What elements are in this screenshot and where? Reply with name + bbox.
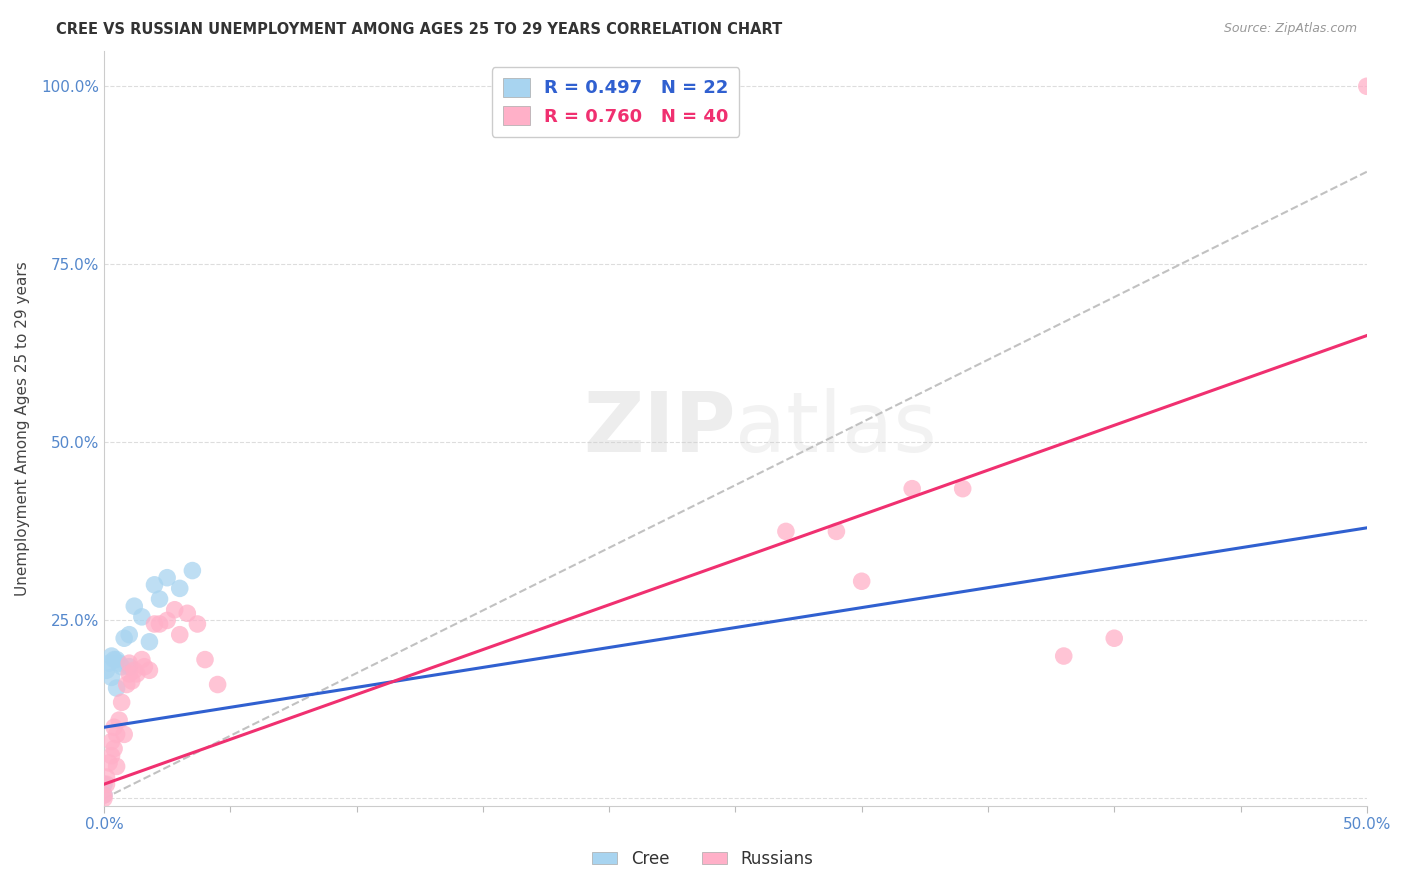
Point — [118, 628, 141, 642]
Point — [112, 632, 135, 646]
Legend: Cree, Russians: Cree, Russians — [586, 844, 820, 875]
Point — [100, 648, 122, 663]
Point — [108, 656, 131, 670]
Point — [825, 524, 848, 539]
Point — [103, 720, 125, 734]
Y-axis label: Unemployment Among Ages 25 to 29 years: Unemployment Among Ages 25 to 29 years — [15, 260, 30, 596]
Point — [148, 617, 170, 632]
Text: atlas: atlas — [735, 388, 938, 468]
Point — [118, 666, 141, 681]
Point — [138, 634, 160, 648]
Point — [121, 673, 143, 688]
Point — [181, 564, 204, 578]
Point — [103, 652, 125, 666]
Point — [901, 482, 924, 496]
Point — [105, 759, 128, 773]
Point — [169, 628, 191, 642]
Text: CREE VS RUSSIAN UNEMPLOYMENT AMONG AGES 25 TO 29 YEARS CORRELATION CHART: CREE VS RUSSIAN UNEMPLOYMENT AMONG AGES … — [56, 22, 783, 37]
Point — [93, 791, 115, 805]
Point — [134, 659, 156, 673]
Point — [851, 574, 873, 589]
Point — [98, 756, 121, 770]
Point — [156, 614, 179, 628]
Point — [138, 663, 160, 677]
Point — [100, 670, 122, 684]
Point — [93, 788, 115, 802]
Point — [207, 677, 229, 691]
Point — [194, 652, 217, 666]
Point — [105, 652, 128, 666]
Point — [131, 652, 153, 666]
Point — [105, 681, 128, 695]
Point — [96, 770, 118, 784]
Text: ZIP: ZIP — [583, 388, 735, 468]
Point — [115, 677, 138, 691]
Point — [131, 610, 153, 624]
Point — [118, 656, 141, 670]
Point — [1053, 648, 1076, 663]
Point — [124, 599, 146, 614]
Point — [111, 659, 134, 673]
Point — [163, 603, 186, 617]
Text: Source: ZipAtlas.com: Source: ZipAtlas.com — [1223, 22, 1357, 36]
Point — [111, 695, 134, 709]
Point — [93, 788, 115, 802]
Point — [93, 777, 115, 791]
Point — [775, 524, 797, 539]
Point — [1102, 632, 1125, 646]
Point — [108, 713, 131, 727]
Point — [1355, 79, 1378, 94]
Point — [100, 748, 122, 763]
Point — [105, 727, 128, 741]
Point — [176, 607, 198, 621]
Point — [118, 659, 141, 673]
Point — [186, 617, 208, 632]
Point — [169, 582, 191, 596]
Point — [952, 482, 974, 496]
Point — [96, 777, 118, 791]
Point — [143, 617, 166, 632]
Legend: R = 0.497   N = 22, R = 0.760   N = 40: R = 0.497 N = 22, R = 0.760 N = 40 — [492, 67, 740, 136]
Point — [98, 656, 121, 670]
Point — [100, 734, 122, 748]
Point — [96, 663, 118, 677]
Point — [125, 666, 148, 681]
Point — [143, 578, 166, 592]
Point — [103, 741, 125, 756]
Point — [148, 592, 170, 607]
Point — [124, 663, 146, 677]
Point — [156, 571, 179, 585]
Point — [112, 727, 135, 741]
